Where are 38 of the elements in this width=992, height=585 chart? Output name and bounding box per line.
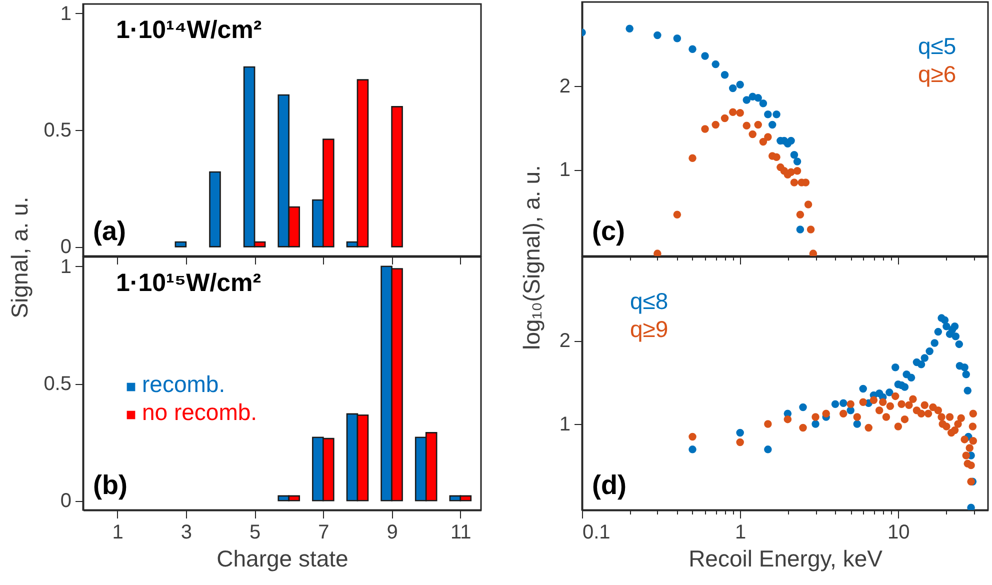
text: q≤8 — [630, 288, 668, 314]
x-axis-title: Charge state — [216, 546, 348, 572]
annotation: 1·10¹⁴W/cm² — [116, 16, 262, 44]
bar — [209, 171, 221, 248]
y-tick-label: 2 — [559, 330, 570, 352]
bar — [391, 106, 403, 248]
bar — [174, 241, 187, 248]
text: q≤5 — [918, 33, 956, 59]
text: q≥6 — [918, 61, 956, 87]
x-tick-label: 1 — [112, 522, 124, 544]
y-tick-label: 1 — [559, 414, 570, 436]
y-tick-label: 0.5 — [44, 120, 72, 142]
y-tick-label: 1 — [559, 159, 570, 182]
x-tick-label: 9 — [386, 522, 398, 544]
y-tick-label: 0.5 — [44, 373, 72, 395]
annotation: (c) — [592, 216, 625, 246]
annotation: (a) — [93, 216, 126, 246]
legend-label: no recomb. — [142, 399, 258, 425]
y-axis-title: log₁₀(Signal), a. u. — [518, 165, 544, 350]
legend-label: recomb. — [142, 371, 226, 397]
x-tick-label: 11 — [450, 522, 472, 544]
x-tick-label: 3 — [180, 522, 192, 544]
y-tick-label: 0 — [60, 490, 72, 512]
x-tick-label: 1 — [735, 522, 746, 544]
x-tick-label: 10 — [888, 522, 910, 544]
y-tick-label: 0 — [60, 236, 72, 258]
annotation: (d) — [592, 470, 626, 500]
text: q≥9 — [630, 316, 668, 342]
y-tick-label: 2 — [559, 75, 570, 98]
x-tick-label: 0.1 — [582, 522, 610, 544]
x-tick-label: 5 — [249, 522, 261, 544]
annotation: 1·10¹⁵W/cm² — [116, 269, 262, 297]
x-axis-title: Recoil Energy, keV — [688, 546, 884, 572]
y-tick-label: 1 — [60, 2, 72, 25]
annotation: (b) — [93, 470, 128, 500]
y-tick-label: 1 — [60, 256, 72, 278]
x-tick-label: 7 — [318, 522, 330, 544]
y-axis-title: Signal, a. u. — [6, 196, 32, 318]
